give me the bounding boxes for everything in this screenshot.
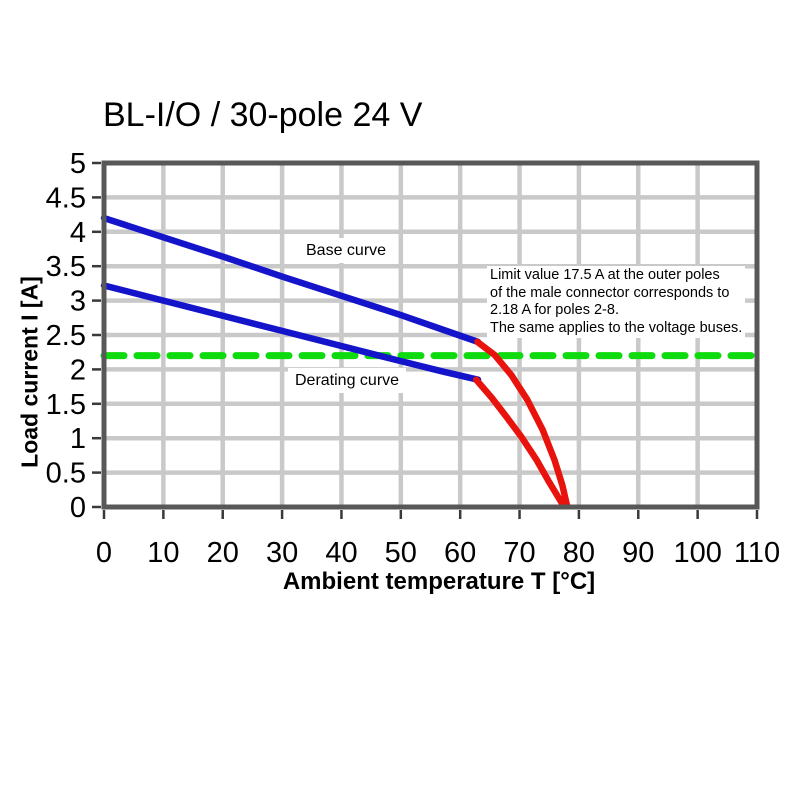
- x-tick-label: 80: [563, 537, 595, 569]
- limit-note-line-4: The same applies to the voltage buses.: [490, 319, 743, 336]
- y-tick-label: 4: [70, 217, 86, 249]
- x-tick-label: 110: [734, 537, 780, 569]
- limit-note-line-2: of the male connector corresponds to: [490, 284, 730, 301]
- derating-curve: [100, 282, 482, 383]
- chart-title: BL-I/O / 30-pole 24 V: [103, 96, 423, 134]
- x-tick-label: 40: [325, 537, 357, 569]
- y-tick-label: 1.5: [46, 389, 86, 421]
- base-curve-overload: [474, 338, 571, 509]
- x-tick-label: 30: [266, 537, 298, 569]
- x-axis-title: Ambient temperature T [°C]: [282, 568, 596, 595]
- plot-border: [101, 160, 760, 510]
- x-tick-label: 70: [503, 537, 535, 569]
- y-tick-label: 2.5: [46, 320, 86, 352]
- y-tick-label: 3.5: [46, 251, 86, 283]
- limit-note: Limit value 17.5 A at the outer poles of…: [487, 266, 746, 339]
- x-tick-label: 100: [673, 537, 721, 569]
- base-curve: [100, 214, 482, 346]
- x-tick-label: 0: [96, 537, 112, 569]
- limit-note-line-1: Limit value 17.5 A at the outer poles: [490, 267, 720, 283]
- x-tick-label: 50: [385, 537, 417, 569]
- base-curve-label: Base curve: [299, 238, 394, 263]
- y-tick-label: 0: [70, 492, 86, 524]
- y-tick-label: 5: [70, 148, 86, 180]
- derating-curve-overload: [472, 376, 571, 509]
- derating-curve-label: Derating curve: [288, 368, 407, 393]
- x-tick-label: 20: [207, 537, 239, 569]
- limit-note-line-3: 2.18 A for poles 2-8.: [490, 302, 619, 319]
- y-tick-label: 1: [70, 423, 86, 455]
- y-tick-label: 3: [70, 286, 86, 318]
- x-tick-label: 10: [147, 537, 179, 569]
- x-tick-label: 90: [622, 537, 654, 569]
- y-tick-label: 2: [70, 354, 86, 386]
- y-tick-label: 4.5: [46, 182, 86, 214]
- x-tick-label: 60: [444, 537, 476, 569]
- y-tick-label: 0.5: [46, 458, 86, 490]
